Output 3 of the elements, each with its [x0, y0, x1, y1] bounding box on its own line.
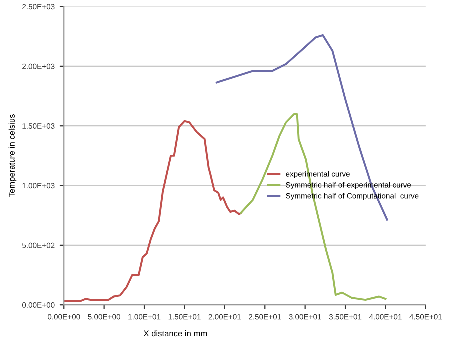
y-axis-title: Temperature in celsius: [8, 114, 17, 198]
x-axis-title: X distance in mm: [144, 330, 208, 337]
line-series: [64, 120, 242, 302]
